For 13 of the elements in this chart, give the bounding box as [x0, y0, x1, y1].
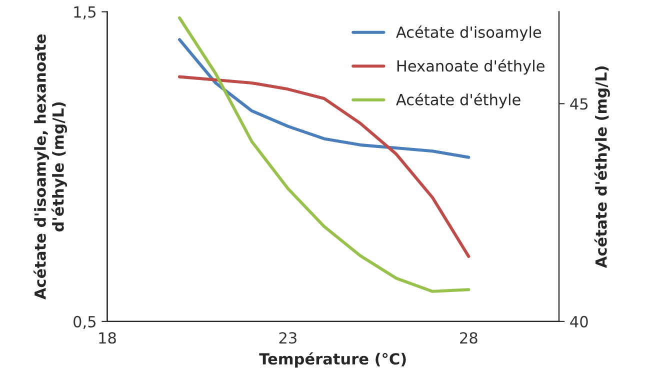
legend-label: Acétate d'isoamyle — [396, 26, 542, 41]
y2-tick-label: 40 — [570, 316, 588, 328]
y2-tick-label: 45 — [570, 98, 588, 110]
x-axis-title: Température (°C) — [259, 352, 406, 368]
x-tick-label: 18 — [99, 332, 116, 344]
x-tick-label: 28 — [460, 332, 478, 344]
y2-axis-title: Acétate d'éthyle (mg/L) — [594, 66, 610, 268]
y-tick-label: 1,5 — [74, 6, 96, 20]
legend-label: Acétate d'éthyle — [396, 92, 520, 108]
y-tick-label: 0,5 — [74, 316, 96, 330]
y-axis-title: Acétate d'isoamyle, hexanoate d'éthyle (mg/L) — [34, 34, 67, 300]
legend-label: Hexanoate d'éthyle — [397, 59, 544, 75]
x-tick-label: 23 — [279, 332, 296, 344]
